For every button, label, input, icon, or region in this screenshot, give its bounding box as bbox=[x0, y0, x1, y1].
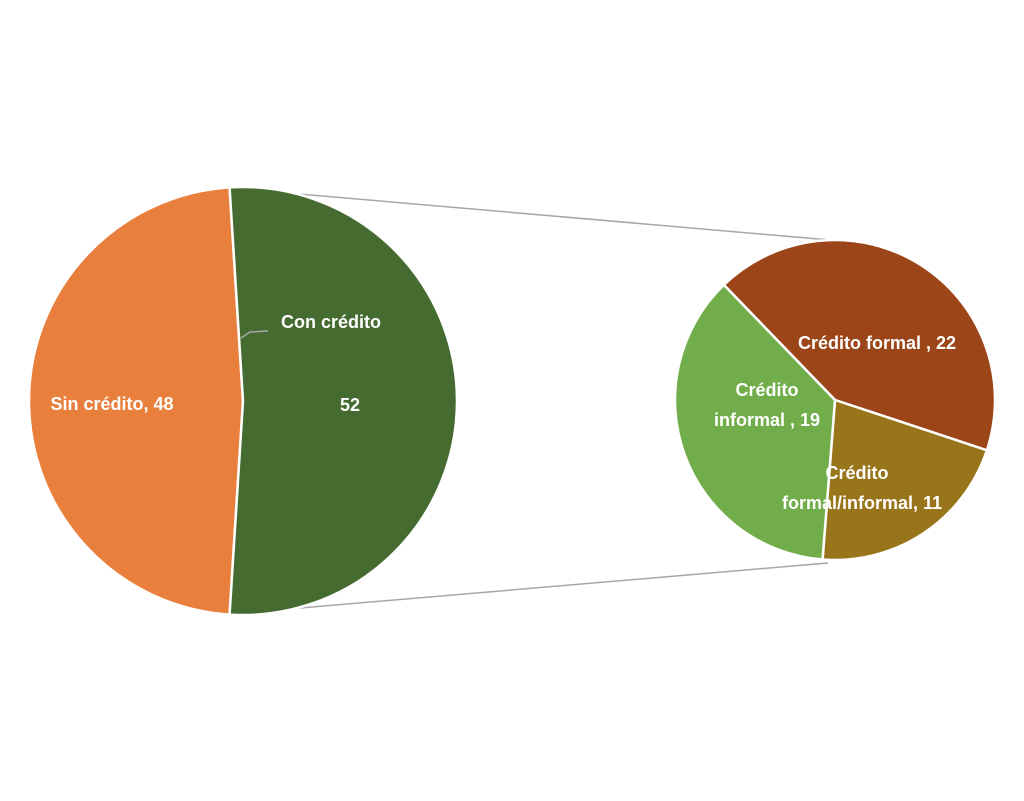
pie-slice bbox=[673, 283, 837, 561]
pie-slice bbox=[722, 238, 997, 452]
value-label: 22 bbox=[935, 333, 957, 353]
connector bbox=[229, 562, 829, 615]
pie-slice bbox=[27, 186, 245, 616]
value-label: 48 bbox=[153, 394, 174, 414]
category-label: Con crédito bbox=[280, 312, 381, 332]
data-label: Crédito formal/informal, 11 bbox=[782, 458, 942, 518]
category-label: Crédito informal , bbox=[713, 380, 799, 430]
value-label: 19 bbox=[799, 410, 821, 430]
data-label: Crédito formal , 22 bbox=[795, 328, 960, 358]
category-label: Crédito formal , bbox=[797, 333, 931, 353]
value-label: 52 bbox=[339, 395, 361, 415]
data-label: Con crédito bbox=[251, 307, 411, 337]
pie-slice bbox=[821, 398, 989, 562]
leader-line bbox=[240, 330, 269, 339]
data-label: 52 bbox=[320, 390, 380, 420]
data-label: Sin crédito, 48 bbox=[2, 389, 222, 419]
connector bbox=[229, 187, 831, 241]
value-label: 11 bbox=[923, 493, 943, 513]
category-label: Sin crédito, bbox=[50, 394, 149, 414]
pie-slice bbox=[228, 185, 459, 617]
category-label: Crédito formal/informal, bbox=[782, 463, 919, 513]
data-label: Crédito informal , 19 bbox=[700, 375, 835, 435]
